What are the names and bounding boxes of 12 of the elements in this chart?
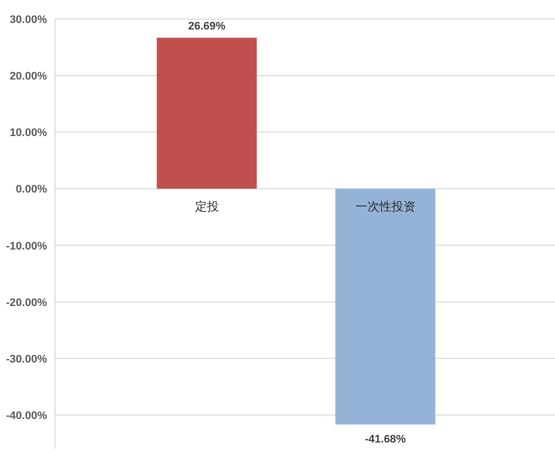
x-tick-label: 定投: [194, 200, 219, 214]
x-tick-label: 一次性投资: [355, 200, 416, 214]
y-tick-label: 20.00%: [10, 70, 48, 83]
y-tick-label: -20.00%: [6, 296, 48, 309]
y-tick-label: 30.00%: [10, 14, 48, 26]
data-label: -41.68%: [364, 434, 406, 446]
y-tick-label: 0.00%: [16, 184, 48, 196]
y-tick-label: -40.00%: [6, 410, 48, 422]
y-tick-label: -10.00%: [6, 240, 48, 252]
y-tick-label: 10.00%: [10, 127, 48, 140]
data-label: 26.69%: [188, 20, 226, 33]
y-tick-label: -30.00%: [6, 353, 48, 366]
